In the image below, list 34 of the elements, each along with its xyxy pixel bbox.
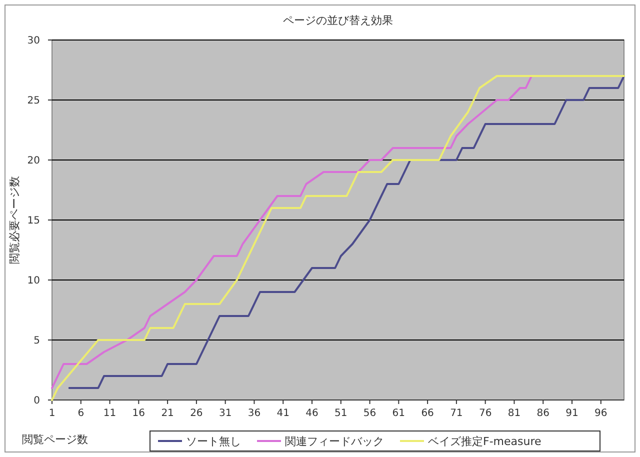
x-tick-label: 81 [508, 408, 521, 419]
y-tick-label: 20 [27, 156, 40, 166]
x-tick-label: 41 [276, 408, 290, 419]
legend-label: ソート無し [186, 435, 241, 448]
x-tick-label: 16 [132, 408, 146, 419]
x-tick-label: 66 [421, 408, 434, 419]
legend-label: 関連フィードバック [285, 435, 384, 448]
x-tick-label: 36 [248, 408, 261, 419]
y-tick-label: 15 [27, 216, 40, 226]
x-tick-label: 71 [450, 408, 463, 419]
line-series [51, 75, 533, 389]
x-tick-label: 6 [78, 408, 84, 419]
x-tick-label: 96 [594, 408, 608, 419]
y-tick-label: 30 [27, 36, 40, 46]
x-tick-label: 1 [48, 408, 56, 419]
x-tick-label: 51 [334, 408, 348, 419]
x-tick-label: 86 [536, 408, 550, 419]
x-tick-label: 61 [392, 408, 406, 419]
x-tick-label: 76 [478, 408, 492, 419]
x-tick-label: 56 [363, 408, 376, 419]
x-tick-label: 26 [190, 408, 203, 419]
x-tick-label: 46 [306, 408, 318, 419]
x-tick-label: 11 [103, 408, 116, 419]
y-axis-title: 閲覧必要ページ数 [8, 176, 21, 264]
chart-title: ページの並び替え効果 [283, 14, 393, 27]
x-axis-title: 閲覧ページ数 [22, 433, 88, 446]
y-tick-label: 5 [34, 336, 40, 346]
x-tick-label: 31 [218, 408, 232, 419]
x-tick-label: 21 [161, 408, 174, 419]
x-tick-label: 91 [566, 408, 578, 419]
y-tick-label: 25 [27, 96, 40, 106]
y-tick-label: 0 [34, 396, 40, 406]
legend-label: ベイズ推定F-measure [428, 435, 542, 448]
y-tick-label: 10 [27, 276, 40, 286]
